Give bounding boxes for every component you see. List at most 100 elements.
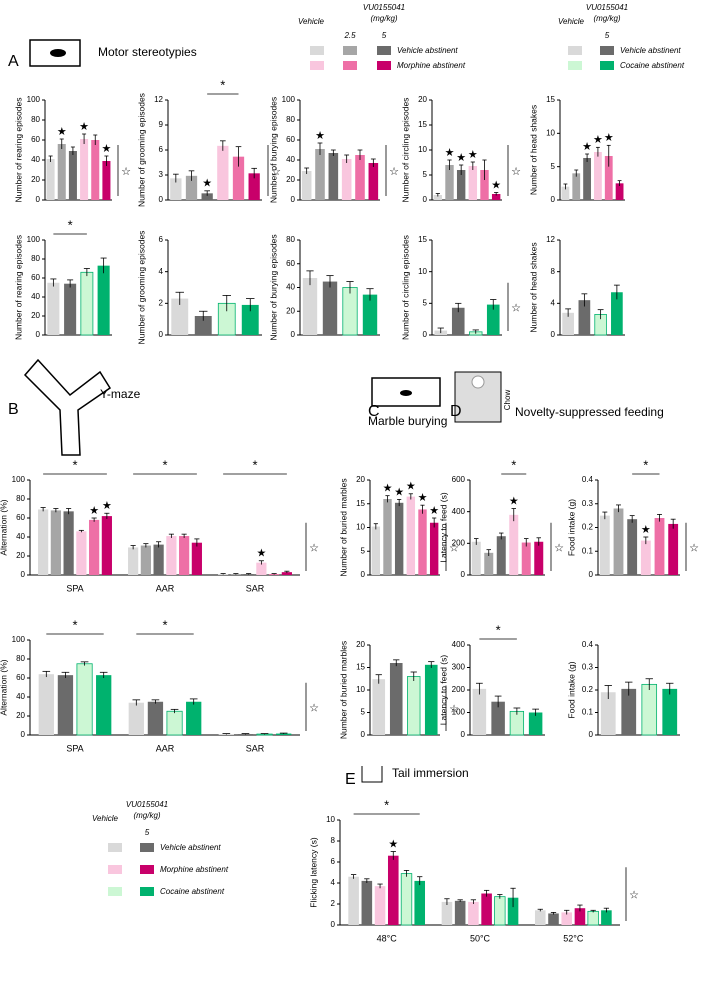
bar [102,161,111,200]
star: ★ [468,149,478,161]
bracket-label: * [511,457,516,472]
bar [491,701,505,735]
mouse-icon [50,49,66,57]
mouse-icon [400,390,412,396]
y-tick-label: 60 [31,273,40,282]
bar [322,281,338,335]
bar [348,876,359,925]
y-tick-label: 0 [551,330,556,339]
legend-label: Cocaine abstinent [160,887,225,896]
side-star: ☆ [511,166,521,178]
bar [507,897,519,925]
legend-vehicle: Vehicle [92,814,118,823]
bar [89,519,100,575]
y-tick-label: 40 [31,155,40,164]
bar [445,165,454,200]
y-tick-label: 0 [291,330,296,339]
y-tick-label: 20 [16,711,25,720]
bar [486,304,500,335]
y-axis-label: Number of burying episodes [268,234,278,340]
y-axis-label: Number of grooming episodes [136,231,146,345]
y-tick-label: 5 [423,298,428,307]
legend-unit: (mg/kg) [370,14,397,23]
bar [400,873,413,926]
legend-drug: VU0155041 [126,800,168,809]
legend-swatch [600,61,614,70]
y-tick-label: 10 [418,267,427,276]
y-tick-label: 0.2 [582,685,594,694]
y-tick-label: 80 [31,254,40,263]
bar [328,153,339,200]
y-tick-label: 0.3 [582,499,594,508]
y-axis-label: Flicking latency (s) [308,837,318,908]
bar [371,526,381,575]
star: ★ [509,495,519,507]
bar [185,175,198,200]
bar [451,307,465,335]
star: ★ [102,500,112,512]
bar [521,542,531,575]
y-axis-label: Number of rearing episodes [13,235,23,340]
y-tick-label: 0 [461,730,466,739]
bar [481,893,492,925]
bar [302,278,318,335]
tail-icon [361,766,383,783]
bar [561,186,570,200]
y-axis-label: Number of head shakes [528,105,538,195]
y-tick-label: 10 [418,145,427,154]
side-star: ☆ [271,166,281,178]
bracket-label: * [162,457,167,472]
bar [96,675,112,735]
legend-swatch [310,61,324,70]
bar [601,910,612,925]
y-tick-label: 0.2 [582,523,594,532]
y-tick-label: 0.1 [582,708,594,717]
section-title: Marble burying [368,414,447,428]
y-tick-label: 40 [16,532,25,541]
y-tick-label: 0 [36,330,41,339]
bar [201,193,213,200]
bar [534,910,546,925]
y-tick-label: 20 [418,95,427,104]
y-tick-label: 4 [331,878,336,887]
bar [604,156,613,200]
y-tick-label: 0 [551,195,556,204]
bar [153,544,164,575]
bar [406,496,416,575]
y-tick-label: 80 [16,494,25,503]
bracket-label: * [72,457,77,472]
icon-box [29,39,81,67]
bar [368,163,379,200]
bar [362,294,378,335]
y-tick-label: 2 [331,899,336,908]
bar [414,880,426,925]
legend-drug: VU0155041 [363,3,405,12]
lamp-icon [471,375,485,389]
y-tick-label: 12 [154,95,163,104]
y-tick-label: 10 [356,685,365,694]
bar [548,913,559,925]
star: ★ [388,838,398,850]
bracket-label: * [252,457,257,472]
bar [256,562,267,575]
y-tick-label: 0 [361,570,366,579]
star: ★ [445,147,455,159]
bar [140,545,151,575]
x-tick-label: SAR [246,743,265,753]
y-tick-label: 100 [12,475,26,484]
legend-vehicle: Vehicle [298,17,324,26]
star: ★ [456,152,466,164]
y-axis-label: Number of grooming episodes [136,93,146,207]
bar [68,151,77,200]
legend-swatch [343,46,357,55]
bar [80,139,89,200]
y-tick-label: 100 [27,95,41,104]
y-tick-label: 0 [36,195,41,204]
y-tick-label: 15 [418,120,427,129]
y-tick-label: 0 [159,330,164,339]
bar [654,518,665,575]
y-tick-label: 12 [546,235,555,244]
y-tick-label: 60 [31,135,40,144]
bar [394,502,404,575]
legend-swatch [568,46,582,55]
